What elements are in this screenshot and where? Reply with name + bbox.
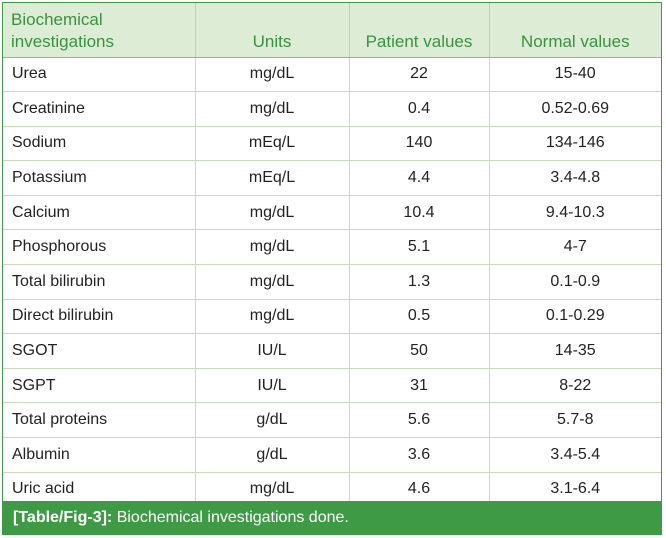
header-investigations-line1: Biochemical bbox=[11, 9, 103, 29]
cell-normal-value: 8-22 bbox=[489, 368, 661, 404]
table-row: Calcium mg/dL 10.4 9.4-10.3 bbox=[3, 195, 661, 231]
cell-units: mg/dL bbox=[195, 195, 350, 231]
table-row: Sodium mEq/L 140 134-146 bbox=[3, 126, 661, 162]
cell-investigation: Direct bilirubin bbox=[3, 299, 196, 335]
cell-patient-value: 10.4 bbox=[349, 195, 490, 231]
cell-normal-value: 15-40 bbox=[489, 57, 661, 93]
cell-normal-value: 0.1-0.9 bbox=[489, 264, 661, 300]
table-row: Potassium mEq/L 4.4 3.4-4.8 bbox=[3, 160, 661, 196]
table-caption: [Table/Fig-3]: Biochemical investigation… bbox=[3, 501, 661, 534]
header-investigations-line2: investigations bbox=[11, 31, 115, 51]
cell-units: g/dL bbox=[195, 437, 350, 473]
cell-patient-value: 4.4 bbox=[349, 160, 490, 196]
table-row: Total bilirubin mg/dL 1.3 0.1-0.9 bbox=[3, 264, 661, 300]
cell-units: mg/dL bbox=[195, 264, 350, 300]
table-row: Albumin g/dL 3.6 3.4-5.4 bbox=[3, 437, 661, 473]
cell-investigation: SGOT bbox=[3, 333, 196, 369]
cell-units: mEq/L bbox=[195, 160, 350, 196]
cell-units: mEq/L bbox=[195, 126, 350, 162]
cell-units: mg/dL bbox=[195, 91, 350, 127]
cell-patient-value: 5.1 bbox=[349, 229, 490, 266]
cell-normal-value: 134-146 bbox=[489, 126, 661, 162]
header-normal-values: Normal values bbox=[489, 3, 661, 58]
cell-patient-value: 0.4 bbox=[349, 91, 490, 127]
cell-investigation: Total proteins bbox=[3, 402, 196, 439]
cell-patient-value: 1.3 bbox=[349, 264, 490, 300]
cell-investigation: Phosphorous bbox=[3, 229, 196, 266]
table-row: SGPT IU/L 31 8-22 bbox=[3, 368, 661, 404]
cell-units: IU/L bbox=[195, 333, 350, 369]
cell-units: mg/dL bbox=[195, 299, 350, 335]
cell-units: g/dL bbox=[195, 402, 350, 439]
cell-normal-value: 5.7-8 bbox=[489, 402, 661, 439]
cell-investigation: Potassium bbox=[3, 160, 196, 196]
header-investigations: Biochemical investigations bbox=[3, 3, 196, 58]
cell-normal-value: 14-35 bbox=[489, 333, 661, 369]
cell-investigation: Creatinine bbox=[3, 91, 196, 127]
table-header-row: Biochemical investigations Units Patient … bbox=[3, 3, 661, 58]
table-row: Total proteins g/dL 5.6 5.7-8 bbox=[3, 402, 661, 439]
cell-patient-value: 5.6 bbox=[349, 402, 490, 439]
cell-units: mg/dL bbox=[195, 57, 350, 93]
cell-normal-value: 3.4-4.8 bbox=[489, 160, 661, 196]
table-row: SGOT IU/L 50 14-35 bbox=[3, 333, 661, 369]
cell-units: mg/dL bbox=[195, 229, 350, 266]
cell-normal-value: 4-7 bbox=[489, 229, 661, 266]
cell-investigation: Total bilirubin bbox=[3, 264, 196, 300]
cell-investigation: Albumin bbox=[3, 437, 196, 473]
cell-patient-value: 31 bbox=[349, 368, 490, 404]
cell-patient-value: 3.6 bbox=[349, 437, 490, 473]
cell-patient-value: 50 bbox=[349, 333, 490, 369]
cell-units: IU/L bbox=[195, 368, 350, 404]
cell-investigation: SGPT bbox=[3, 368, 196, 404]
cell-patient-value: 0.5 bbox=[349, 299, 490, 335]
caption-label: [Table/Fig-3]: bbox=[13, 509, 113, 526]
table-row: Creatinine mg/dL 0.4 0.52-0.69 bbox=[3, 91, 661, 127]
cell-patient-value: 140 bbox=[349, 126, 490, 162]
header-units: Units bbox=[195, 3, 350, 58]
cell-investigation: Urea bbox=[3, 57, 196, 93]
cell-patient-value: 22 bbox=[349, 57, 490, 93]
table-body: Urea mg/dL 22 15-40 Creatinine mg/dL 0.4 0.52-0… bbox=[3, 57, 661, 508]
cell-normal-value: 3.4-5.4 bbox=[489, 437, 661, 473]
cell-investigation: Sodium bbox=[3, 126, 196, 162]
cell-normal-value: 0.52-0.69 bbox=[489, 91, 661, 127]
table-row: Direct bilirubin mg/dL 0.5 0.1-0.29 bbox=[3, 299, 661, 335]
table-row: Urea mg/dL 22 15-40 bbox=[3, 57, 661, 93]
cell-normal-value: 9.4-10.3 bbox=[489, 195, 661, 231]
cell-investigation: Calcium bbox=[3, 195, 196, 231]
table-row: Phosphorous mg/dL 5.1 4-7 bbox=[3, 229, 661, 266]
header-patient-values: Patient values bbox=[349, 3, 490, 58]
cell-normal-value: 0.1-0.29 bbox=[489, 299, 661, 335]
caption-text: Biochemical investigations done. bbox=[116, 509, 349, 526]
biochemical-table: Biochemical investigations Units Patient … bbox=[3, 3, 661, 508]
